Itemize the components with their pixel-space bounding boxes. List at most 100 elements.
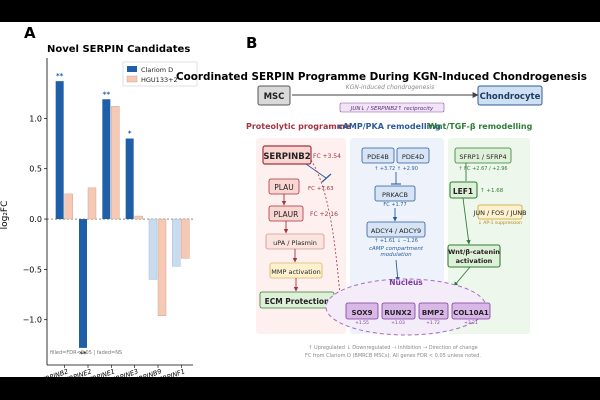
- inhibition-bar: [321, 173, 332, 183]
- chart-bars: [55, 81, 190, 348]
- pde-fc: ↑ +3.72 ↑ +2.90: [374, 166, 418, 172]
- diagram-legend: ↑ Upregulated ↓ Downregulated ⊣ Inhibiti…: [308, 345, 477, 351]
- bar-serpine1-hgu: [111, 106, 120, 220]
- panel-b: B Coordinated SERPIN Programme During KG…: [176, 34, 587, 359]
- camp-to-nucleus-arrow: [395, 259, 400, 282]
- chart-annotations: *******: [56, 72, 132, 358]
- reciprocity-banner: [339, 102, 445, 113]
- bar-serpine3-clariom: [125, 138, 134, 220]
- camp-note-line2: modulation: [380, 252, 412, 258]
- lef1-to-wnt-arrow: [462, 197, 471, 245]
- serpinb2-node: [262, 145, 312, 165]
- bar-serpinb2-clariom: [55, 81, 64, 220]
- runx2-fc: +1.03: [391, 320, 405, 326]
- wnt-to-nucleus-arrow: [453, 266, 471, 287]
- msc-label: MSC: [264, 92, 285, 102]
- lef1-fc: ↑ +1.68: [480, 187, 504, 194]
- pde4b-node: [361, 147, 395, 164]
- bar-serpinf1-clariom: [172, 218, 181, 267]
- y-axis-label: log₂FC: [0, 201, 10, 230]
- significance-marker: *: [128, 130, 132, 138]
- column-header-proteolytic: Proteolytic programme: [246, 122, 351, 131]
- bar-serpine2-hgu: [87, 187, 97, 220]
- y-tick-label: −0.5: [23, 265, 42, 274]
- sox9-label: SOX9: [351, 309, 372, 317]
- col10a1-label: COL10A1: [453, 309, 489, 317]
- upa-plasmin-label: uPA / Plasmin: [273, 239, 317, 247]
- lef1-label: LEF1: [453, 187, 473, 196]
- proteolytic-pathway-arrow: [310, 159, 341, 297]
- panel-a-title: Novel SERPIN Candidates: [47, 44, 190, 55]
- msc-box: [257, 85, 291, 106]
- col10a1-fc: +3.21: [464, 320, 478, 326]
- legend-swatch-clariom: [127, 66, 137, 72]
- serpinb2-label: SERPINB2: [263, 152, 310, 162]
- legend-label-clariom: Clariom D: [141, 66, 173, 74]
- panel-a-letter: A: [24, 24, 36, 42]
- chondrocyte-box: [477, 85, 543, 106]
- y-tick-label: 0.5: [29, 165, 42, 174]
- panel-b-title: Coordinated SERPIN Programme During KGN-…: [176, 71, 587, 83]
- significance-marker: **: [56, 72, 64, 80]
- sox9-fc: +1.55: [355, 320, 369, 326]
- column-header-wnt: Wnt/TGF-β remodelling: [428, 122, 533, 131]
- jun-fos-label: JUN / FOS / JUNB: [472, 209, 526, 217]
- adcy-label: ADCY4 / ADCY9: [371, 227, 421, 235]
- prkacb-fc: FC +1.77: [383, 202, 406, 208]
- wnt-activation-line1: Wnt/β-catenin: [448, 248, 500, 256]
- jun-fos-node: [477, 204, 523, 220]
- bar-serpinb9-clariom: [148, 218, 158, 280]
- chart-legend: Clariom D HGU133+2: [122, 61, 198, 87]
- bar-serpine3-hgu: [134, 215, 143, 220]
- plau-fc: FC +7.63: [308, 186, 334, 192]
- chart-axes: −1.0 −0.5 0.0 0.5 1.0: [23, 58, 193, 368]
- significance-marker: **: [103, 90, 111, 98]
- bar-serpine1-clariom: [102, 99, 111, 220]
- sfrp-fc: ↑ FC +2.67 / +2.96: [458, 166, 507, 172]
- bmp2-label: BMP2: [422, 309, 444, 317]
- jun-fos-fc: ↓ AP-1 suppression: [478, 220, 522, 226]
- pde4d-label: PDE4D: [402, 153, 424, 161]
- plaur-fc: FC +2.16: [310, 211, 338, 218]
- panel-b-letter: B: [246, 34, 257, 52]
- adcy-fc: ↑ +1.61 ↓ −1.26: [374, 238, 418, 244]
- serpinb2-fc: FC +3.54: [313, 153, 341, 160]
- legend-swatch-hgu: [126, 75, 138, 83]
- bmp2-fc: +1.72: [426, 320, 440, 326]
- chondrocyte-label: Chondrocyte: [480, 92, 541, 102]
- sfrp-label: SFRP1 / SFRP4: [459, 153, 506, 161]
- adcy-node: [366, 221, 426, 238]
- legend-label-hgu: HGU133+2: [141, 76, 178, 84]
- lef1-node: [449, 181, 478, 199]
- differentiation-label: KGN-induced chondrogenesis: [346, 84, 434, 91]
- reciprocity-label: JUN↓ / SERPINB2↑ reciprocity: [350, 105, 434, 112]
- ecm-label: ECM Protection: [265, 297, 330, 306]
- serpinb2-inhibits-plau: [305, 163, 327, 179]
- sfrp-node: [454, 147, 512, 164]
- runx2-node: [381, 302, 416, 320]
- plaur-label: PLAUR: [274, 210, 299, 219]
- pde4b-label: PDE4B: [367, 153, 389, 161]
- runx2-label: RUNX2: [384, 309, 411, 317]
- bar-serpine2-clariom: [79, 219, 87, 348]
- y-tick-label: 1.0: [29, 114, 42, 123]
- y-tick-label: 0.0: [29, 215, 42, 224]
- wnt-activation-line2: activation: [456, 257, 493, 265]
- column-header-camp: cAMP/PKA remodelling: [338, 122, 441, 131]
- plau-label: PLAU: [274, 183, 294, 192]
- pde4d-node: [396, 147, 430, 164]
- chart-footnote: filled=FDR<0.05 | faded=NS: [50, 350, 122, 356]
- col10a1-node: [451, 302, 491, 320]
- significance-marker: **: [79, 350, 87, 358]
- diagram-footnote: FC from Clariom D (BMRCB MSCs). All gene…: [305, 353, 481, 359]
- nucleus-label: Nucleus: [389, 278, 423, 287]
- wnt-activation-node: [447, 244, 501, 268]
- bar-serpinb9-hgu: [157, 218, 167, 316]
- bar-serpinf1-hgu: [181, 218, 190, 259]
- y-tick-label: −1.0: [23, 316, 42, 325]
- prkacb-node: [374, 185, 416, 202]
- mmp-label: MMP activation: [271, 268, 320, 276]
- bmp2-node: [418, 302, 449, 320]
- prkacb-label: PRKACB: [382, 191, 408, 199]
